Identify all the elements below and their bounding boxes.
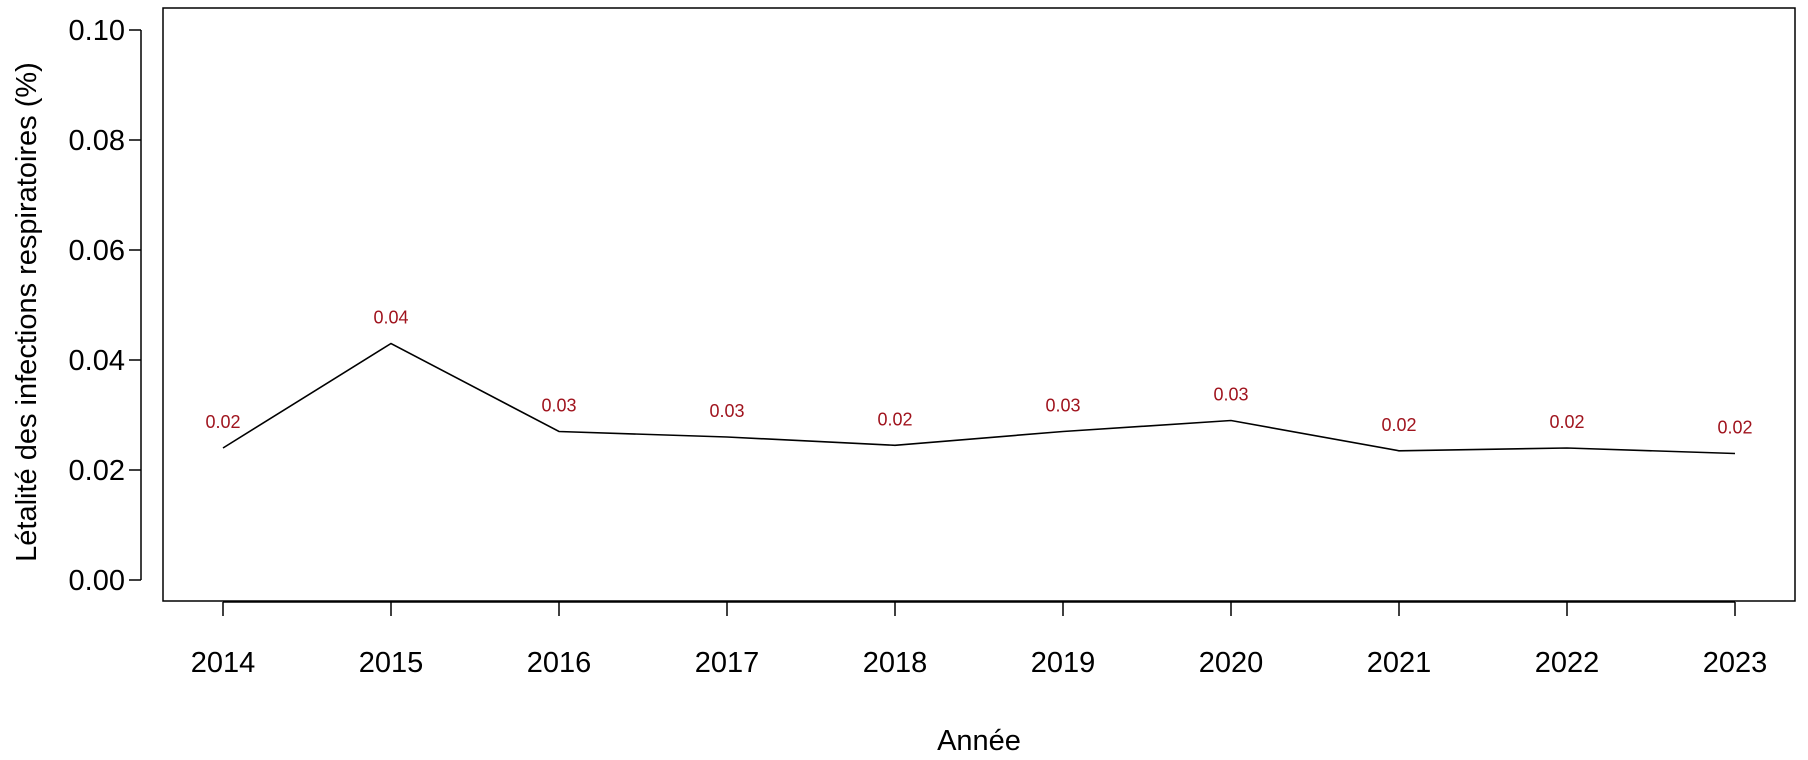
y-tick-label: 0.02 <box>69 455 125 487</box>
data-label: 0.03 <box>541 396 576 416</box>
y-tick-label: 0.06 <box>69 235 125 267</box>
data-label: 0.02 <box>1717 418 1752 438</box>
x-tick-label: 2017 <box>695 647 760 679</box>
x-tick-label: 2023 <box>1703 647 1768 679</box>
data-label: 0.03 <box>1045 396 1080 416</box>
y-axis-title: Létalité des infections respiratoires (%… <box>11 62 43 562</box>
data-label: 0.02 <box>1549 412 1584 432</box>
data-label: 0.02 <box>205 412 240 432</box>
x-axis-title: Année <box>937 725 1021 757</box>
data-labels: 0.02 0.04 0.03 0.03 0.02 0.03 0.03 0.02 0.02 0.02 <box>205 308 1752 438</box>
x-tick-label: 2016 <box>527 647 592 679</box>
plot-frame <box>162 7 1796 602</box>
y-tick-label: 0.08 <box>69 125 125 157</box>
data-label: 0.04 <box>373 308 408 328</box>
y-tick-label: 0.04 <box>69 345 125 377</box>
x-tick-label: 2020 <box>1199 647 1264 679</box>
y-tick-label: 0.00 <box>69 565 125 597</box>
x-tick-label: 2014 <box>191 647 256 679</box>
x-tick-label: 2021 <box>1367 647 1432 679</box>
x-tick-label: 2022 <box>1535 647 1600 679</box>
data-label: 0.03 <box>1213 385 1248 405</box>
series-line <box>222 342 1736 455</box>
data-label: 0.02 <box>1381 415 1416 435</box>
x-tick-label: 2019 <box>1031 647 1096 679</box>
data-label: 0.02 <box>877 409 912 429</box>
y-axis: 0.00 0.02 0.04 0.06 0.08 0.10 <box>69 15 142 597</box>
x-axis: 2014 2015 2016 2017 2018 2019 2020 2021 2022 2023 <box>191 601 1768 679</box>
data-label: 0.03 <box>709 401 744 421</box>
x-tick-label: 2018 <box>863 647 928 679</box>
x-tick-label: 2015 <box>359 647 424 679</box>
y-tick-label: 0.10 <box>69 15 125 47</box>
